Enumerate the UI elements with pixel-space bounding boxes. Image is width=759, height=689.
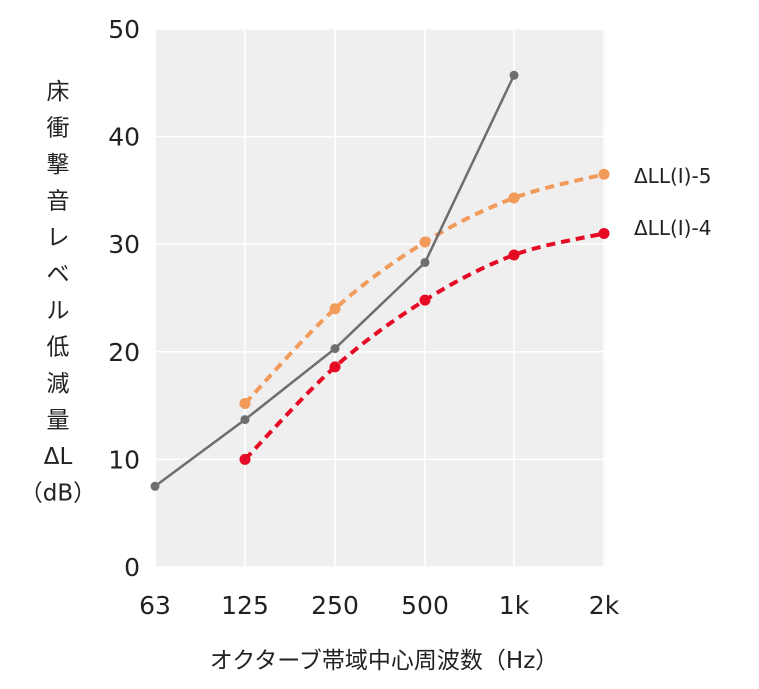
x-tick-label: 63 xyxy=(139,591,171,620)
data-point xyxy=(419,236,431,248)
y-axis-title-char: レ xyxy=(47,225,70,251)
x-ticks: 63 125 250 500 1k 2k xyxy=(139,591,620,620)
data-point xyxy=(419,294,431,306)
series-ΔLL(I)-5 xyxy=(239,168,610,409)
y-axis-title-char: 衝 xyxy=(47,116,70,142)
x-tick-label: 125 xyxy=(221,591,269,620)
data-point xyxy=(598,168,610,180)
y-tick-label: 40 xyxy=(108,123,140,152)
data-point xyxy=(329,303,341,315)
y-ticks: 0 10 20 30 40 50 xyxy=(108,15,140,582)
y-axis-title-char: ΔL xyxy=(44,444,73,470)
data-point xyxy=(239,453,251,465)
data-point xyxy=(329,361,341,373)
y-axis-title-char: 撃 xyxy=(47,152,70,178)
data-point xyxy=(508,249,520,261)
data-point xyxy=(420,257,430,267)
series-line xyxy=(243,172,605,405)
y-axis-title-char: ル xyxy=(47,298,70,324)
x-tick-label: 1k xyxy=(499,591,530,620)
x-tick-label: 2k xyxy=(589,591,620,620)
y-axis-title-char: 床 xyxy=(47,79,70,105)
data-point xyxy=(239,397,251,409)
data-point xyxy=(150,481,160,491)
data-point xyxy=(598,227,610,239)
y-tick-label: 50 xyxy=(108,15,140,44)
grid xyxy=(154,28,605,568)
series-ΔLL(I)-4 xyxy=(239,227,610,465)
data-point xyxy=(330,344,340,354)
x-tick-label: 250 xyxy=(311,591,359,620)
plot-background xyxy=(155,29,605,567)
y-axis-title-char: 音 xyxy=(47,189,70,215)
data-point xyxy=(509,70,519,80)
y-tick-label: 30 xyxy=(108,230,140,259)
x-tick-label: 500 xyxy=(401,591,449,620)
y-tick-label: 20 xyxy=(108,338,140,367)
legend-label: ΔLL(I)-5 xyxy=(634,164,711,188)
legend-label: ΔLL(I)-4 xyxy=(634,216,711,240)
data-point xyxy=(508,192,520,204)
y-axis-title-char: ベ xyxy=(47,262,70,288)
x-axis-title: オクターブ帯域中心周波数（Hz） xyxy=(210,648,559,674)
y-tick-label: 10 xyxy=(108,445,140,474)
y-axis-title-char: （dB） xyxy=(20,481,96,507)
series-solid-gray xyxy=(150,70,519,491)
y-axis-title-char: 低 xyxy=(47,335,70,361)
legend: ΔLL(I)-5 ΔLL(I)-4 xyxy=(634,164,711,240)
series-layer xyxy=(150,70,610,491)
data-point xyxy=(240,415,250,425)
y-tick-label: 0 xyxy=(124,553,140,582)
y-axis-title-char: 減 xyxy=(47,371,70,397)
y-axis-title-char: 量 xyxy=(47,408,70,434)
